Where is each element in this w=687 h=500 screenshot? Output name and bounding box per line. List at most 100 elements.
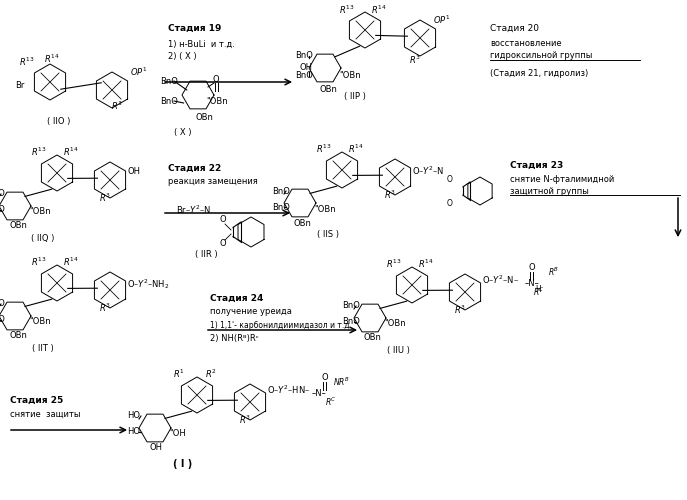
Text: $R^{14}$: $R^{14}$ [63,256,79,268]
Text: ( IIP ): ( IIP ) [344,92,366,100]
Text: O–$Y^2$–NH$_2$: O–$Y^2$–NH$_2$ [127,277,169,291]
Text: OH: OH [149,444,162,452]
Text: $R^{13}$: $R^{13}$ [19,56,34,68]
Text: BnO: BnO [0,300,5,308]
Text: снятие N-фталимидной: снятие N-фталимидной [510,174,614,184]
Text: BnO: BnO [272,186,290,196]
Text: HO: HO [127,412,140,420]
Text: ( X ): ( X ) [174,128,192,138]
Text: "OBn: "OBn [339,72,361,80]
Text: $R^3$: $R^3$ [384,189,396,201]
Text: O–$Y^2$–N: O–$Y^2$–N [412,165,444,177]
Text: –N–: –N– [525,280,539,288]
Text: $R^3$: $R^3$ [99,302,111,314]
Text: $OP^1$: $OP^1$ [433,14,451,26]
Text: $R^B$: $R^B$ [548,266,559,278]
Text: $R^3$: $R^3$ [454,304,466,316]
Text: 2) ( X ): 2) ( X ) [168,52,196,62]
Text: Стадия 24: Стадия 24 [210,294,263,302]
Text: "OBn: "OBn [29,208,51,216]
Text: H: H [535,286,541,294]
Text: O–$Y^2$–N–: O–$Y^2$–N– [482,274,519,286]
Text: O: O [529,264,535,272]
Text: "OBn: "OBn [314,204,336,214]
Text: $R^{14}$: $R^{14}$ [371,4,387,16]
Text: O: O [447,198,453,207]
Text: BnO: BnO [0,316,5,324]
Text: O–$Y^2$–HN–: O–$Y^2$–HN– [267,384,310,396]
Text: O: O [447,174,453,184]
Text: ( IIO ): ( IIO ) [47,117,71,126]
Text: "OBn: "OBn [384,320,405,328]
Text: O: O [322,374,328,382]
Text: Br–$Y^2$–N: Br–$Y^2$–N [176,204,211,216]
Text: $R^3$: $R^3$ [239,414,251,426]
Text: OH: OH [127,168,140,176]
Text: $R^{14}$: $R^{14}$ [418,258,433,270]
Text: Стадия 19: Стадия 19 [168,24,221,32]
Text: Стадия 20: Стадия 20 [490,24,539,32]
Text: $R^{13}$: $R^{13}$ [31,256,47,268]
Text: гидроксильной группы: гидроксильной группы [490,52,592,60]
Text: (Стадия 21, гидролиз): (Стадия 21, гидролиз) [490,70,588,78]
Text: OBn: OBn [9,222,27,230]
Text: получение уреида: получение уреида [210,308,292,316]
Text: $R^{14}$: $R^{14}$ [63,146,79,158]
Text: $R^{13}$: $R^{13}$ [316,143,332,155]
Text: $R^3$: $R^3$ [409,54,421,66]
Text: ( IIS ): ( IIS ) [317,230,339,239]
Text: снятие  защиты: снятие защиты [10,410,80,418]
Text: O: O [213,74,219,84]
Text: $R^1$: $R^1$ [173,368,185,380]
Text: BnO: BnO [342,302,360,310]
Text: $R^3$: $R^3$ [111,100,123,112]
Text: "OBn: "OBn [206,96,227,106]
Text: $R^3$: $R^3$ [99,192,111,204]
Text: OBn: OBn [294,218,312,228]
Text: $R^{13}$: $R^{13}$ [31,146,47,158]
Text: ( IIT ): ( IIT ) [32,344,54,352]
Text: $OP^1$: $OP^1$ [130,66,148,78]
Text: OBn: OBn [319,86,337,94]
Text: OH: OH [300,64,313,72]
Text: ( I ): ( I ) [173,459,192,469]
Text: $R^C$: $R^C$ [533,286,545,298]
Text: $R^C$: $R^C$ [325,396,337,408]
Text: BnO: BnO [0,206,5,214]
Text: BnO: BnO [295,52,313,60]
Text: восстановление: восстановление [490,38,562,48]
Text: $N R^B$: $N R^B$ [333,376,350,388]
Text: BnO: BnO [0,190,5,198]
Text: Br: Br [15,81,25,90]
Text: Стадия 23: Стадия 23 [510,160,563,170]
Text: $R^{13}$: $R^{13}$ [386,258,402,270]
Text: защитной группы: защитной группы [510,188,589,196]
Text: $R^{13}$: $R^{13}$ [339,4,354,16]
Text: BnO: BnO [272,202,290,211]
Text: "OBn: "OBn [29,318,51,326]
Text: $R^2$: $R^2$ [205,368,217,380]
Text: ( IIU ): ( IIU ) [387,346,409,354]
Text: OBn: OBn [364,334,382,342]
Text: BnO: BnO [160,96,178,106]
Text: O: O [220,216,226,224]
Text: $R^{14}$: $R^{14}$ [44,52,60,65]
Text: HO: HO [127,428,140,436]
Text: "OH: "OH [169,430,185,438]
Text: ( IIQ ): ( IIQ ) [32,234,55,242]
Text: 1) 1,1'- карбонилдиимидазол и т.д.: 1) 1,1'- карбонилдиимидазол и т.д. [210,322,352,330]
Text: ( IIR ): ( IIR ) [194,250,217,258]
Text: Стадия 22: Стадия 22 [168,164,221,172]
Text: BnO: BnO [160,76,178,86]
Text: 1) н-BuLi  и т.д.: 1) н-BuLi и т.д. [168,40,235,48]
Text: O: O [220,240,226,248]
Text: BnO: BnO [342,318,360,326]
Text: Стадия 25: Стадия 25 [10,396,63,404]
Text: OBn: OBn [196,112,214,122]
Text: –N–: –N– [312,390,326,398]
Text: $R^{14}$: $R^{14}$ [348,143,364,155]
Text: BnO: BnO [295,72,313,80]
Text: OBn: OBn [9,332,27,340]
Text: 2) NH(Rᴮ)Rᶜ: 2) NH(Rᴮ)Rᶜ [210,334,259,344]
Text: реакция замещения: реакция замещения [168,178,258,186]
